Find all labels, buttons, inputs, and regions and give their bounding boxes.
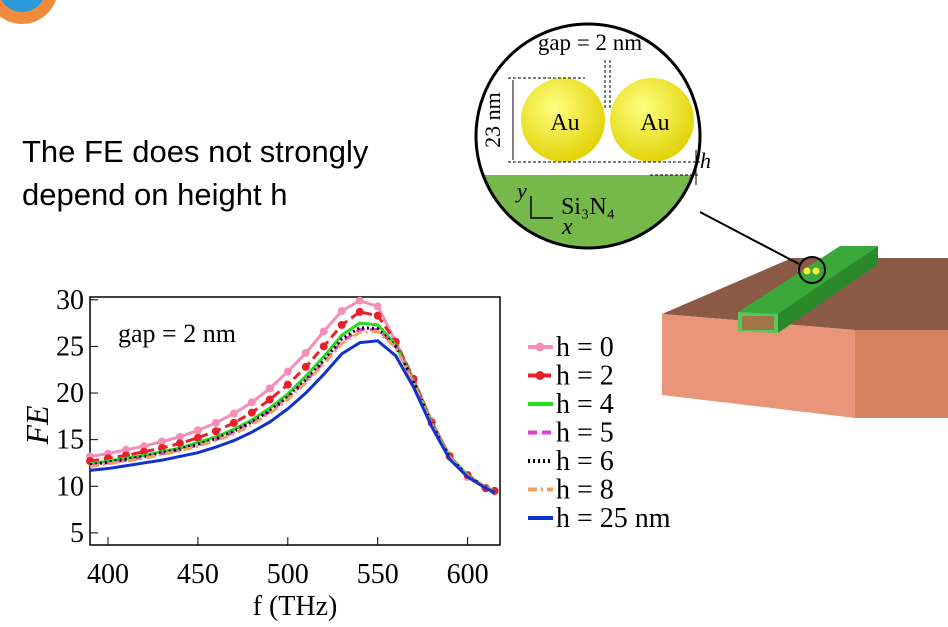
axis-label: y <box>515 178 527 203</box>
data-point <box>355 296 364 305</box>
legend-label: h = 5 <box>556 418 614 449</box>
substrate-block <box>662 211 948 418</box>
data-point <box>247 408 256 417</box>
x-tick-label: 400 <box>87 559 129 590</box>
data-point <box>355 307 364 316</box>
x-tick-label: 600 <box>447 559 489 590</box>
substrate-label: Si₃N₄ <box>561 194 615 220</box>
legend-marker <box>535 371 545 380</box>
y-tick-label: 20 <box>56 378 84 409</box>
series-line <box>89 339 496 495</box>
data-point <box>337 320 346 329</box>
data-point <box>121 445 130 454</box>
zoom-diagram: gap = 2 nm 23 nm Au Au h Si₃N₄ y x <box>474 22 711 250</box>
annotation: gap = 2 nm <box>118 319 236 348</box>
y-tick-label: 30 <box>56 285 84 316</box>
y-tick-label: 5 <box>70 518 84 549</box>
chart: gap = 2 nm FE f (THz) 5 10 15 20 25 30 400 450 5… <box>19 285 671 622</box>
x-tick-label: 500 <box>267 559 309 590</box>
logo-inner <box>1 0 43 12</box>
data-point <box>373 311 382 320</box>
legend-label: h = 8 <box>556 475 614 506</box>
y-tick-label: 15 <box>56 425 84 456</box>
data-point <box>175 439 184 448</box>
data-point <box>265 395 274 404</box>
height-label: h <box>700 148 711 173</box>
diameter-label: 23 nm <box>480 92 505 148</box>
data-point <box>283 367 292 376</box>
particle-label: Au <box>550 110 579 136</box>
data-point <box>247 398 256 407</box>
y-tick-label: 10 <box>56 471 84 502</box>
x-axis-label: f (THz) <box>253 591 338 622</box>
x-tick-label: 450 <box>177 559 219 590</box>
data-point <box>319 327 328 336</box>
data-point <box>211 427 220 436</box>
legend-label: h = 6 <box>556 446 614 477</box>
slide-text: The FE does not strongly <box>22 134 369 169</box>
series-line <box>89 328 496 493</box>
data-point <box>175 432 184 441</box>
series-line <box>89 321 496 493</box>
legend-label: h = 2 <box>556 361 614 392</box>
data-point <box>319 342 328 351</box>
x-tick-label: 550 <box>357 559 399 590</box>
y-tick-label: 25 <box>56 331 84 362</box>
data-point <box>265 384 274 393</box>
data-point <box>139 442 148 451</box>
legend-label: h = 0 <box>556 332 614 363</box>
legend-label: h = 25 nm <box>556 503 671 534</box>
slide-text: depend on height h <box>22 177 287 212</box>
data-point <box>283 380 292 389</box>
data-point <box>337 306 346 315</box>
series-line <box>89 326 496 493</box>
plot-frame <box>89 296 501 546</box>
legend-marker <box>535 342 545 352</box>
data-point <box>157 437 166 446</box>
data-point <box>229 409 238 418</box>
series-line <box>89 329 496 493</box>
data-point <box>301 348 310 357</box>
data-point <box>193 433 202 442</box>
gap-label: gap = 2 nm <box>538 30 642 55</box>
axis-label: x <box>561 214 573 240</box>
data-point <box>301 362 310 371</box>
data-point <box>193 426 202 435</box>
data-point <box>229 418 238 427</box>
particle-label: Au <box>640 110 669 136</box>
data-point <box>211 418 220 427</box>
y-axis-label: FE <box>19 405 55 446</box>
data-point <box>373 302 382 311</box>
legend-label: h = 4 <box>556 389 614 420</box>
